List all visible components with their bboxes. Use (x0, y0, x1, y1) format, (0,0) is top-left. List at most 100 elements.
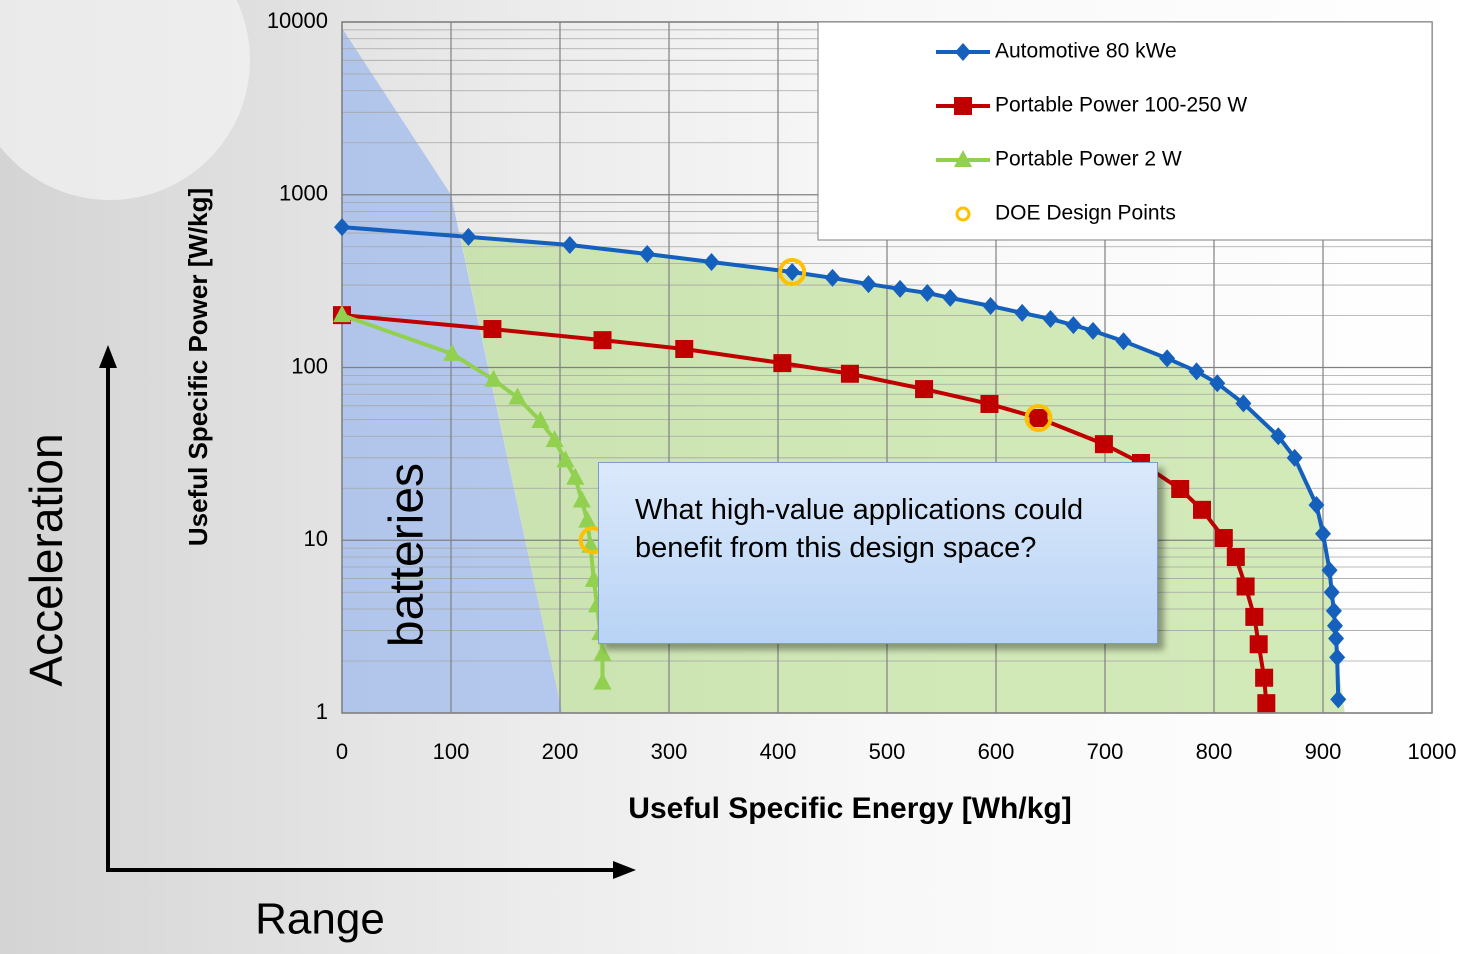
marker (955, 43, 971, 61)
marker (1245, 607, 1264, 626)
marker (773, 354, 792, 373)
marker (915, 380, 934, 399)
marker (1308, 495, 1325, 514)
marker (1321, 561, 1338, 580)
marker (1326, 616, 1343, 635)
y-tick-label: 1000 (279, 181, 328, 206)
x-axis-title: Useful Specific Energy [Wh/kg] (628, 792, 1071, 825)
marker (483, 320, 502, 339)
marker (954, 150, 972, 167)
marker (1236, 577, 1255, 596)
marker (1029, 409, 1048, 428)
marker (1286, 448, 1303, 467)
legend-label: Portable Power 100-250 W (995, 94, 1247, 117)
marker (1188, 362, 1205, 381)
marker (784, 263, 801, 282)
marker (1094, 435, 1113, 454)
annotation: What high-value applications could benef… (598, 462, 1158, 644)
marker (1255, 668, 1274, 687)
marker (1235, 394, 1252, 413)
x-tick-label: 100 (433, 739, 470, 764)
marker (840, 364, 859, 383)
marker (1042, 309, 1059, 328)
marker (919, 283, 936, 302)
marker (1085, 321, 1102, 340)
marker (593, 331, 612, 350)
marker (1159, 349, 1176, 368)
y-axis-title: Useful Specific Power [W/kg] (183, 188, 213, 546)
marker (1209, 374, 1226, 393)
marker (561, 235, 578, 254)
marker (1325, 601, 1342, 620)
marker (824, 268, 841, 287)
x-tick-label: 900 (1305, 739, 1342, 764)
marker (1330, 690, 1347, 709)
marker (593, 672, 612, 690)
marker (703, 253, 720, 272)
x-tick-label: 600 (978, 739, 1015, 764)
marker (484, 369, 503, 387)
marker (460, 227, 477, 246)
marker (1193, 500, 1212, 519)
x-tick-label: 1000 (1408, 739, 1457, 764)
arrow-head (613, 861, 636, 879)
x-tick-label: 500 (869, 739, 906, 764)
marker (1024, 404, 1053, 433)
marker (508, 387, 527, 405)
marker (980, 394, 999, 413)
region (342, 28, 563, 713)
x-tick-label: 700 (1087, 739, 1124, 764)
marker (982, 296, 999, 315)
y-tick-label: 10000 (267, 8, 328, 33)
marker (566, 467, 585, 485)
marker (1323, 583, 1340, 602)
marker (1065, 316, 1082, 335)
y-tick-label: 1 (316, 699, 328, 724)
marker (333, 305, 351, 323)
marker (892, 279, 909, 298)
arrow-head (99, 345, 117, 368)
x-tick-label: 0 (336, 739, 348, 764)
marker (1257, 694, 1276, 713)
y-tick-label: 100 (291, 353, 328, 378)
marker (675, 339, 694, 358)
side-label: Range (255, 895, 385, 944)
marker (443, 343, 462, 361)
marker (942, 288, 959, 307)
marker (1115, 332, 1132, 351)
marker (545, 430, 564, 448)
legend-label: Portable Power 2 W (995, 148, 1182, 171)
marker (1226, 547, 1245, 566)
x-tick-label: 400 (760, 739, 797, 764)
x-tick-label: 300 (651, 739, 688, 764)
marker (1014, 303, 1031, 322)
marker (572, 490, 591, 508)
legend-label: Automotive 80 kWe (995, 40, 1177, 63)
region-label: batteries (381, 463, 434, 647)
marker (778, 258, 807, 287)
marker (1214, 529, 1233, 548)
background-gear (0, 0, 250, 200)
marker (1270, 427, 1287, 446)
y-tick-label: 10 (304, 526, 328, 551)
marker (1328, 629, 1345, 648)
legend-label: DOE Design Points (995, 202, 1176, 225)
marker (860, 275, 877, 294)
legend-box (817, 21, 1433, 241)
marker (639, 244, 656, 263)
side-label: Acceleration (20, 433, 72, 686)
marker (1171, 480, 1190, 499)
x-tick-label: 800 (1196, 739, 1233, 764)
marker (593, 643, 612, 661)
marker (334, 218, 350, 237)
x-tick-label: 200 (542, 739, 579, 764)
marker (1249, 635, 1268, 654)
marker (955, 206, 971, 222)
marker (531, 411, 550, 429)
marker (578, 510, 597, 528)
marker (954, 97, 972, 115)
marker (556, 450, 575, 468)
marker (1329, 648, 1346, 667)
marker (1315, 524, 1331, 543)
